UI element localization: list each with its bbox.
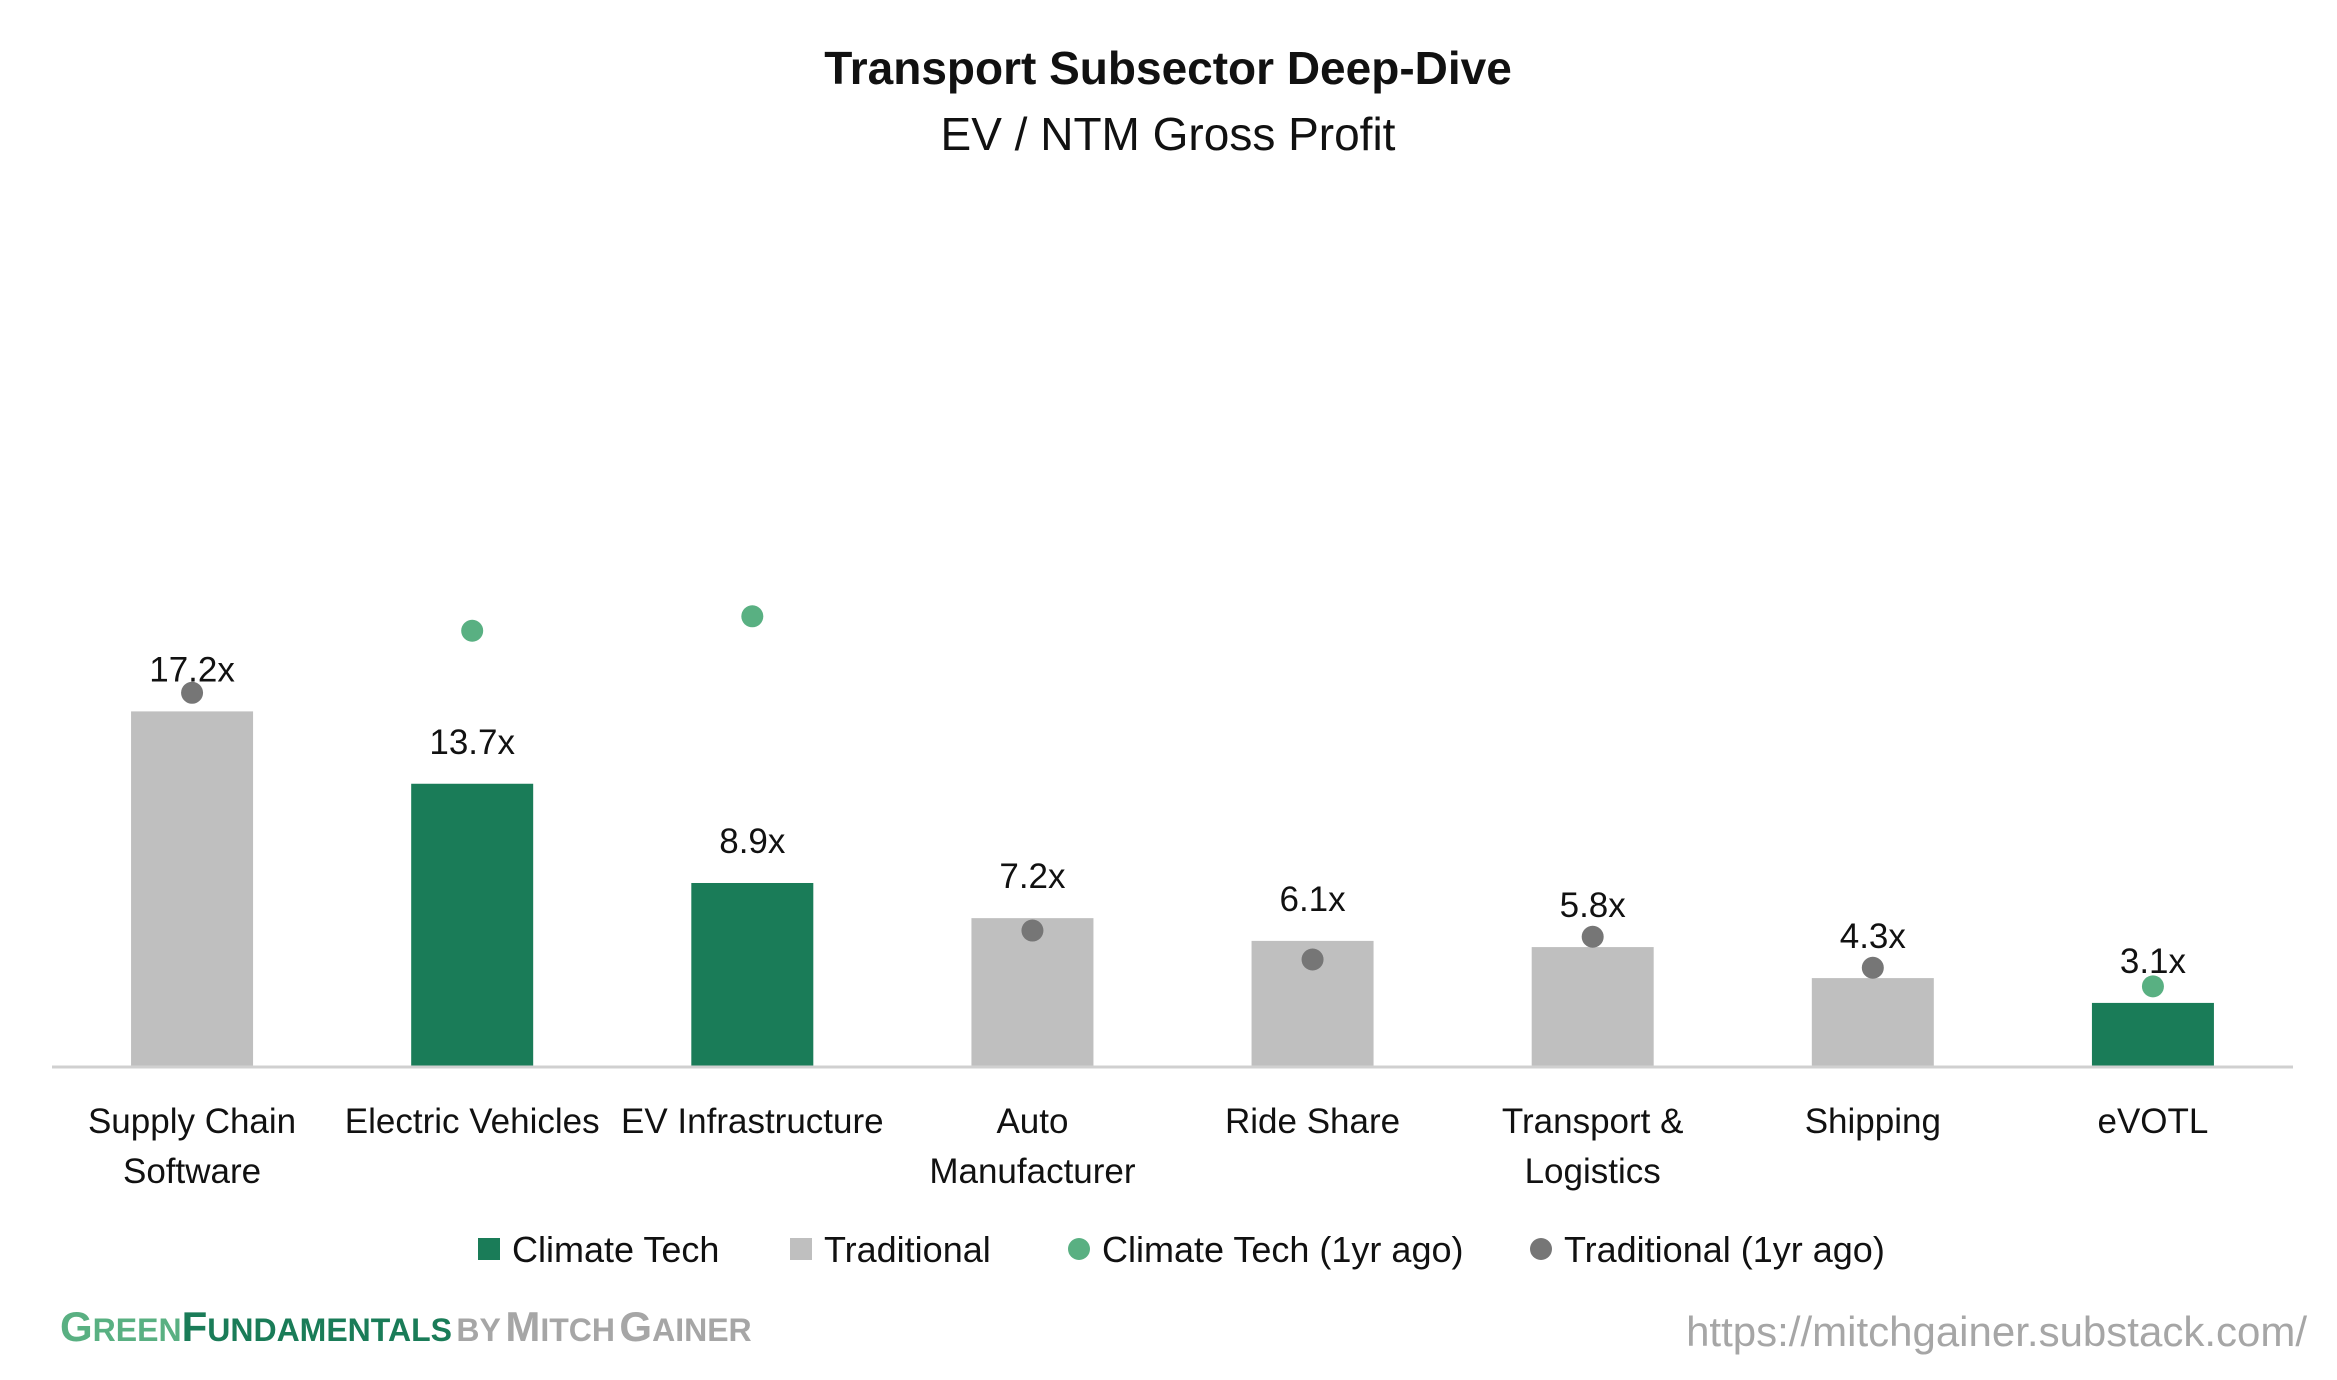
category-label-5-line-0: Transport & (1502, 1102, 1684, 1141)
one-year-ago-dot-0 (181, 681, 204, 704)
one-year-ago-dot-1 (461, 619, 484, 642)
legend-label-3: Traditional (1yr ago) (1564, 1229, 1885, 1270)
legend-swatch-1 (790, 1238, 812, 1260)
brand-text-reen: REEN (92, 1312, 182, 1348)
category-label-5-line-1: Logistics (1525, 1152, 1661, 1191)
legend-swatch-2 (1068, 1238, 1090, 1260)
legend-swatch-3 (1530, 1238, 1552, 1260)
one-year-ago-dot-4 (1301, 948, 1324, 971)
author-text-ainer: AINER (652, 1312, 752, 1348)
bar-3 (971, 918, 1094, 1067)
bars-layer (131, 711, 2214, 1067)
dots-layer (181, 605, 2164, 998)
value-label-5: 5.8x (1560, 886, 1627, 925)
author-text-itch: ITCH (540, 1312, 615, 1348)
legend-label-2: Climate Tech (1yr ago) (1102, 1229, 1463, 1270)
value-label-1: 13.7x (429, 723, 515, 762)
value-label-3: 7.2x (999, 857, 1066, 896)
category-label-3-line-0: Auto (996, 1102, 1068, 1141)
author-letter-g: G (619, 1303, 653, 1350)
bar-5 (1531, 947, 1654, 1067)
one-year-ago-dot-6 (1861, 956, 1884, 979)
author-letter-m: M (505, 1303, 541, 1350)
bar-1 (411, 783, 534, 1067)
category-label-4-line-0: Ride Share (1225, 1102, 1400, 1141)
bar-6 (1811, 978, 1934, 1067)
bar-7 (2091, 1002, 2214, 1067)
brand-text-undamentals: UNDAMENTALS (207, 1312, 452, 1348)
brand-letter-g: G (60, 1303, 93, 1350)
chart-svg: Transport Subsector Deep-Dive EV / NTM G… (52, 42, 2293, 1270)
brand-by: BY (456, 1312, 501, 1348)
one-year-ago-dot-7 (2141, 975, 2164, 998)
category-label-2-line-0: EV Infrastructure (621, 1102, 884, 1141)
legend-label-1: Traditional (824, 1229, 991, 1270)
one-year-ago-dot-3 (1021, 919, 1044, 942)
bar-0 (131, 711, 254, 1067)
chart-title: Transport Subsector Deep-Dive (824, 42, 1512, 94)
brand-letter-f: F (181, 1303, 208, 1350)
one-year-ago-dot-2 (741, 605, 764, 628)
value-labels-layer: 17.2x 13.7x 8.9x 7.2x 6.1x 5.8x 4.3x 3.1x (149, 650, 2186, 981)
brand-logo: GREENFUNDAMENTALS BY MITCH GAINER (60, 1303, 752, 1351)
value-label-4: 6.1x (1279, 880, 1346, 919)
value-label-2: 8.9x (719, 822, 786, 861)
value-label-6: 4.3x (1840, 917, 1907, 956)
legend-label-0: Climate Tech (512, 1229, 719, 1270)
bar-2 (691, 882, 814, 1067)
value-label-7: 3.1x (2120, 942, 2187, 981)
one-year-ago-dot-5 (1581, 925, 1604, 948)
category-label-0-line-0: Supply Chain (88, 1102, 296, 1141)
legend: Climate Tech Traditional Climate Tech (1yr… (478, 1229, 1885, 1270)
category-label-6-line-0: Shipping (1805, 1102, 1941, 1141)
category-label-1-line-0: Electric Vehicles (345, 1102, 600, 1141)
chart-subtitle: EV / NTM Gross Profit (941, 108, 1396, 160)
category-label-3-line-1: Manufacturer (929, 1152, 1136, 1191)
category-labels-layer: Supply Chain Software Electric Vehicles EV … (88, 1102, 2208, 1191)
substack-url[interactable]: https://mitchgainer.substack.com/ (1686, 1308, 2307, 1355)
legend-swatch-0 (478, 1238, 500, 1260)
category-label-7-line-0: eVOTL (2097, 1102, 2208, 1141)
category-label-0-line-1: Software (123, 1152, 261, 1191)
value-label-0: 17.2x (149, 650, 235, 689)
